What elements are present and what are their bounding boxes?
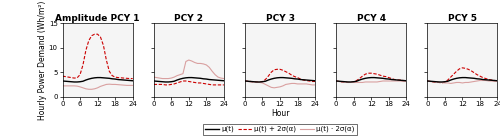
X-axis label: Hour: Hour bbox=[271, 109, 289, 118]
Title: PCY 3: PCY 3 bbox=[266, 14, 294, 23]
Title: PCY 2: PCY 2 bbox=[174, 14, 204, 23]
Title: PCY 5: PCY 5 bbox=[448, 14, 477, 23]
Legend: μ(t), μ(t) + 2σ(α), μ(t) · 2σ(α): μ(t), μ(t) + 2σ(α), μ(t) · 2σ(α) bbox=[203, 124, 357, 135]
Title: Amplitude PCY 1: Amplitude PCY 1 bbox=[56, 14, 140, 23]
Y-axis label: Hourly Power Demand (Wh/m²): Hourly Power Demand (Wh/m²) bbox=[38, 0, 47, 120]
Title: PCY 4: PCY 4 bbox=[356, 14, 386, 23]
